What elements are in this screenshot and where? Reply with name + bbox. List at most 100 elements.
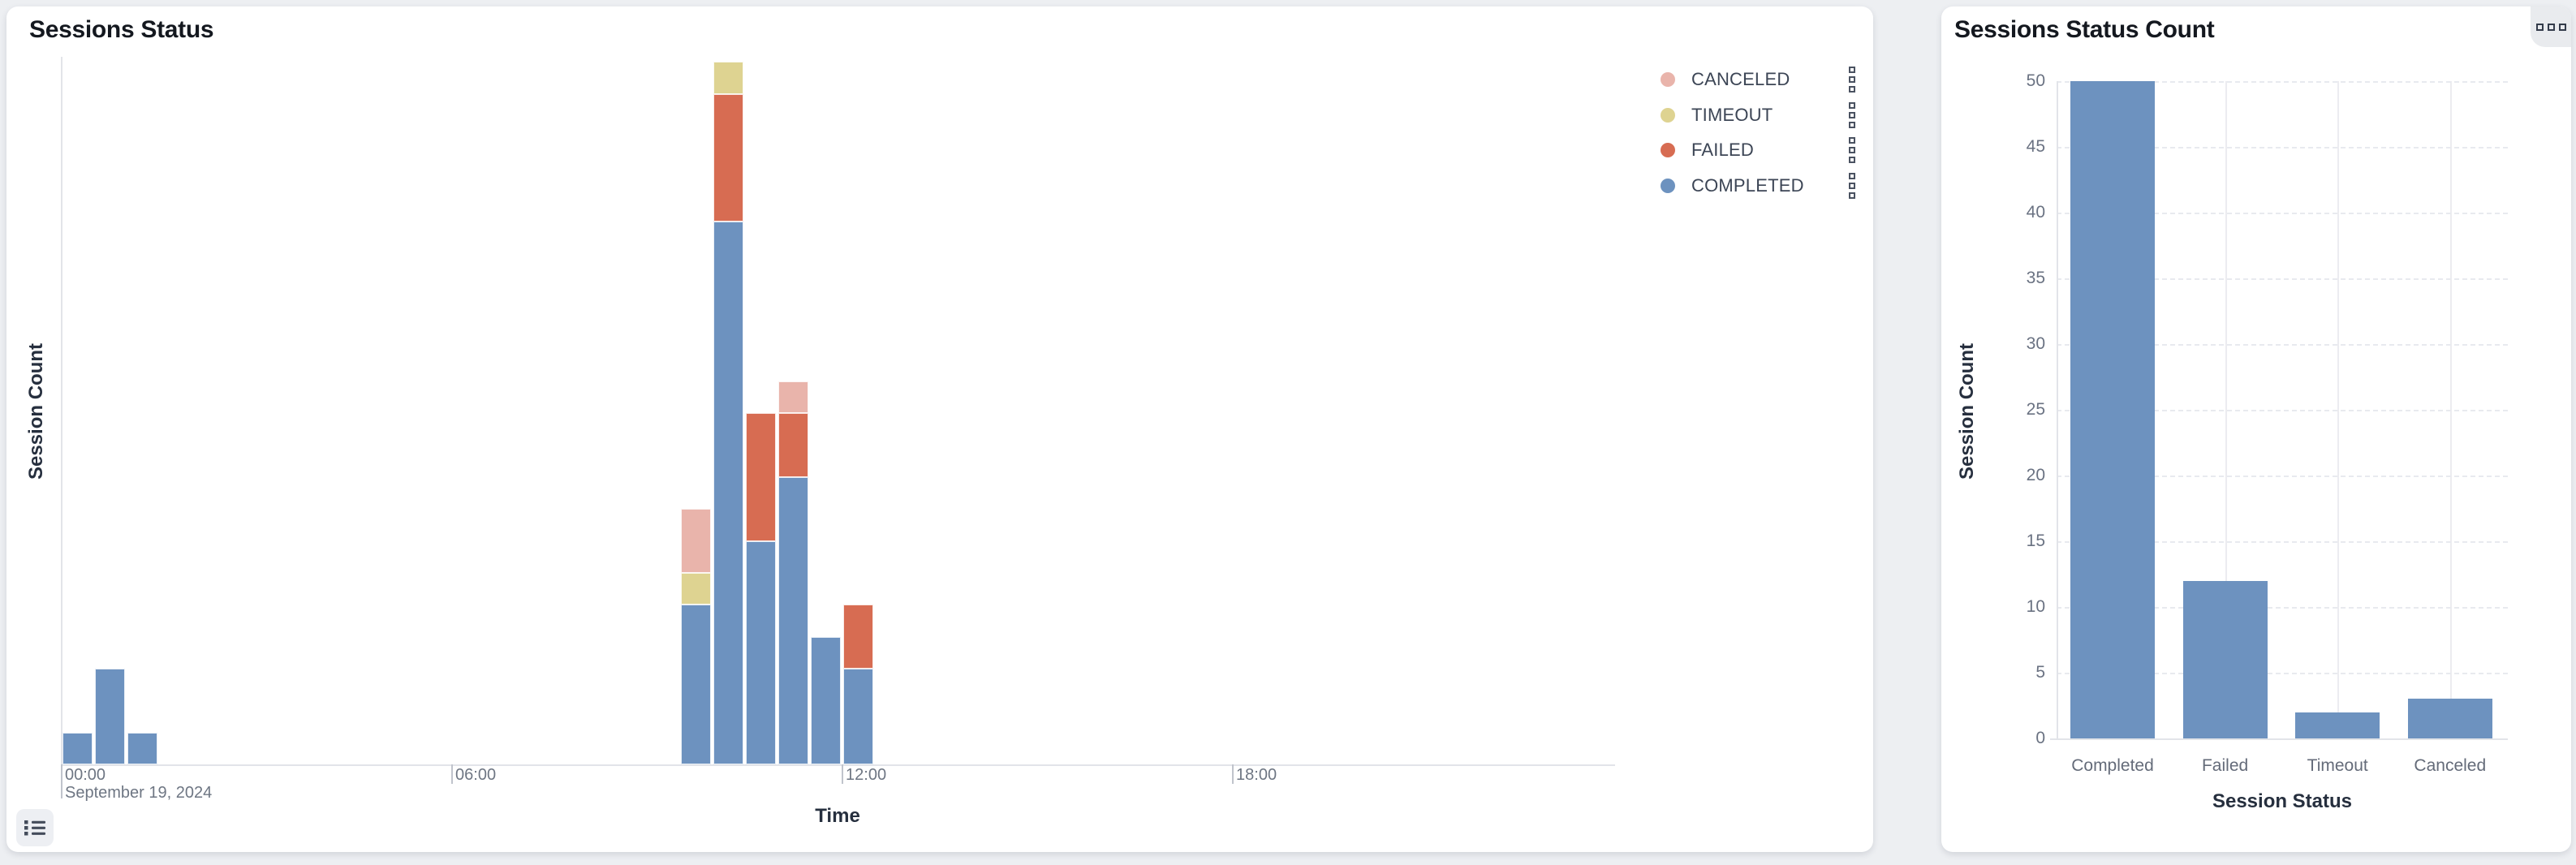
h-gridline — [2057, 541, 2508, 543]
x-tick-label: 06:00 — [455, 766, 497, 784]
y-tick-label: 40 — [2026, 203, 2045, 222]
bar-segment-failed[interactable] — [778, 413, 808, 477]
legend-label: COMPLETED — [1691, 174, 1804, 196]
h-gridline — [2057, 147, 2508, 148]
bar-canceled[interactable] — [2407, 699, 2492, 738]
legend-label: FAILED — [1691, 140, 1755, 161]
y-tick-label: 0 — [2035, 729, 2045, 747]
list-view-button[interactable] — [16, 809, 54, 846]
y-axis-title: Session Count — [25, 343, 47, 480]
bar-segment-timeout[interactable] — [713, 62, 743, 94]
legend-menu-icon[interactable] — [1849, 101, 1855, 128]
sessions-status-count-panel: Sessions Status Count 0 5 10 15 20 25 30 35 40 45… — [1941, 6, 2571, 852]
h-gridline — [2057, 278, 2508, 280]
legend-swatch — [1661, 178, 1675, 193]
square-icon — [1849, 101, 1855, 109]
square-icon — [1849, 172, 1855, 179]
x-tick-mark — [1232, 764, 1234, 784]
legend-menu-icon[interactable] — [1849, 67, 1855, 93]
x-axis-title: Time — [815, 805, 860, 827]
h-gridline — [2057, 81, 2508, 83]
x-tick-mark — [451, 764, 454, 784]
y-tick-label: 25 — [2026, 400, 2045, 419]
y-tick-label: 35 — [2026, 269, 2045, 287]
x-tick-label: 18:00 — [1236, 766, 1277, 784]
legend-item-failed[interactable]: FAILED — [1661, 137, 1865, 164]
bar-segment-completed[interactable] — [62, 732, 93, 764]
square-icon — [1849, 147, 1855, 154]
legend-label: CANCELED — [1691, 69, 1790, 89]
bar-segment-completed[interactable] — [778, 476, 808, 764]
bar-segment-completed[interactable] — [713, 222, 743, 764]
bar-segment-failed[interactable] — [713, 93, 743, 222]
panel-title: Sessions Status — [29, 16, 214, 43]
square-icon — [2547, 23, 2555, 31]
legend-swatch — [1661, 107, 1675, 123]
y-tick-label: 15 — [2026, 531, 2045, 550]
y-tick-label: 50 — [2026, 71, 2045, 90]
y-tick-label: 10 — [2026, 597, 2045, 616]
bar-segment-completed[interactable] — [843, 668, 874, 764]
square-icon — [1849, 121, 1855, 128]
x-axis-date-label: September 19, 2024 — [65, 784, 213, 802]
y-axis-line — [2057, 81, 2058, 738]
square-icon — [1849, 111, 1855, 118]
legend-item-completed[interactable]: COMPLETED — [1661, 172, 1865, 199]
bar-failed[interactable] — [2182, 580, 2268, 738]
panel-title: Sessions Status Count — [1954, 16, 2215, 43]
bar-segment-timeout[interactable] — [680, 572, 711, 605]
x-category-label: Completed — [2071, 756, 2154, 775]
list-icon — [24, 820, 45, 836]
x-tick-label: 00:00 — [65, 766, 106, 784]
bar-timeout[interactable] — [2295, 712, 2380, 738]
x-axis-line — [2050, 738, 2508, 740]
x-category-label: Canceled — [2414, 756, 2487, 775]
x-axis-title: Session Status — [2212, 790, 2353, 812]
square-icon — [1849, 137, 1855, 144]
legend-menu-icon[interactable] — [1849, 172, 1855, 199]
legend-swatch — [1661, 72, 1675, 87]
y-tick-label: 30 — [2026, 334, 2045, 353]
legend-item-canceled[interactable]: CANCELED — [1661, 67, 1865, 93]
y-axis-title: Session Count — [1956, 343, 1978, 480]
bar-segment-failed[interactable] — [745, 413, 776, 541]
h-gridline — [2057, 410, 2508, 411]
bar-segment-failed[interactable] — [843, 605, 874, 669]
square-icon — [1849, 182, 1855, 189]
legend-label: TIMEOUT — [1691, 104, 1773, 125]
h-gridline — [2057, 213, 2508, 214]
x-category-label: Timeout — [2307, 756, 2368, 775]
x-tick-label: 12:00 — [846, 766, 887, 784]
bar-segment-completed[interactable] — [745, 540, 776, 764]
square-icon — [1849, 67, 1855, 73]
y-axis-line — [61, 57, 62, 764]
y-tick-label: 20 — [2026, 466, 2045, 484]
square-icon — [1849, 86, 1855, 93]
panel-drag-handle[interactable] — [2531, 6, 2571, 47]
y-tick-label: 45 — [2026, 137, 2045, 156]
x-tick-mark — [61, 764, 62, 798]
bar-segment-completed[interactable] — [95, 668, 126, 764]
bar-segment-completed[interactable] — [810, 636, 841, 764]
h-gridline — [2057, 607, 2508, 609]
legend-menu-icon[interactable] — [1849, 137, 1855, 164]
legend-item-timeout[interactable]: TIMEOUT — [1661, 101, 1865, 128]
sessions-status-panel: Sessions Status 00:00 September 19, 2024 0… — [6, 6, 1873, 852]
square-icon — [1849, 76, 1855, 83]
square-icon — [2558, 23, 2566, 31]
x-axis-line — [61, 764, 1615, 766]
bar-segment-completed[interactable] — [680, 605, 711, 764]
legend-swatch — [1661, 143, 1675, 158]
bar-segment-canceled[interactable] — [778, 381, 808, 414]
h-gridline — [2057, 344, 2508, 346]
y-tick-label: 5 — [2035, 663, 2045, 682]
bar-segment-canceled[interactable] — [680, 509, 711, 573]
square-icon — [1849, 157, 1855, 164]
square-icon — [2535, 23, 2544, 31]
bar-completed[interactable] — [2070, 81, 2155, 738]
h-gridline — [2057, 476, 2508, 477]
bar-segment-completed[interactable] — [127, 732, 158, 764]
h-gridline — [2057, 673, 2508, 674]
x-category-label: Failed — [2201, 756, 2249, 775]
x-tick-mark — [842, 764, 844, 784]
